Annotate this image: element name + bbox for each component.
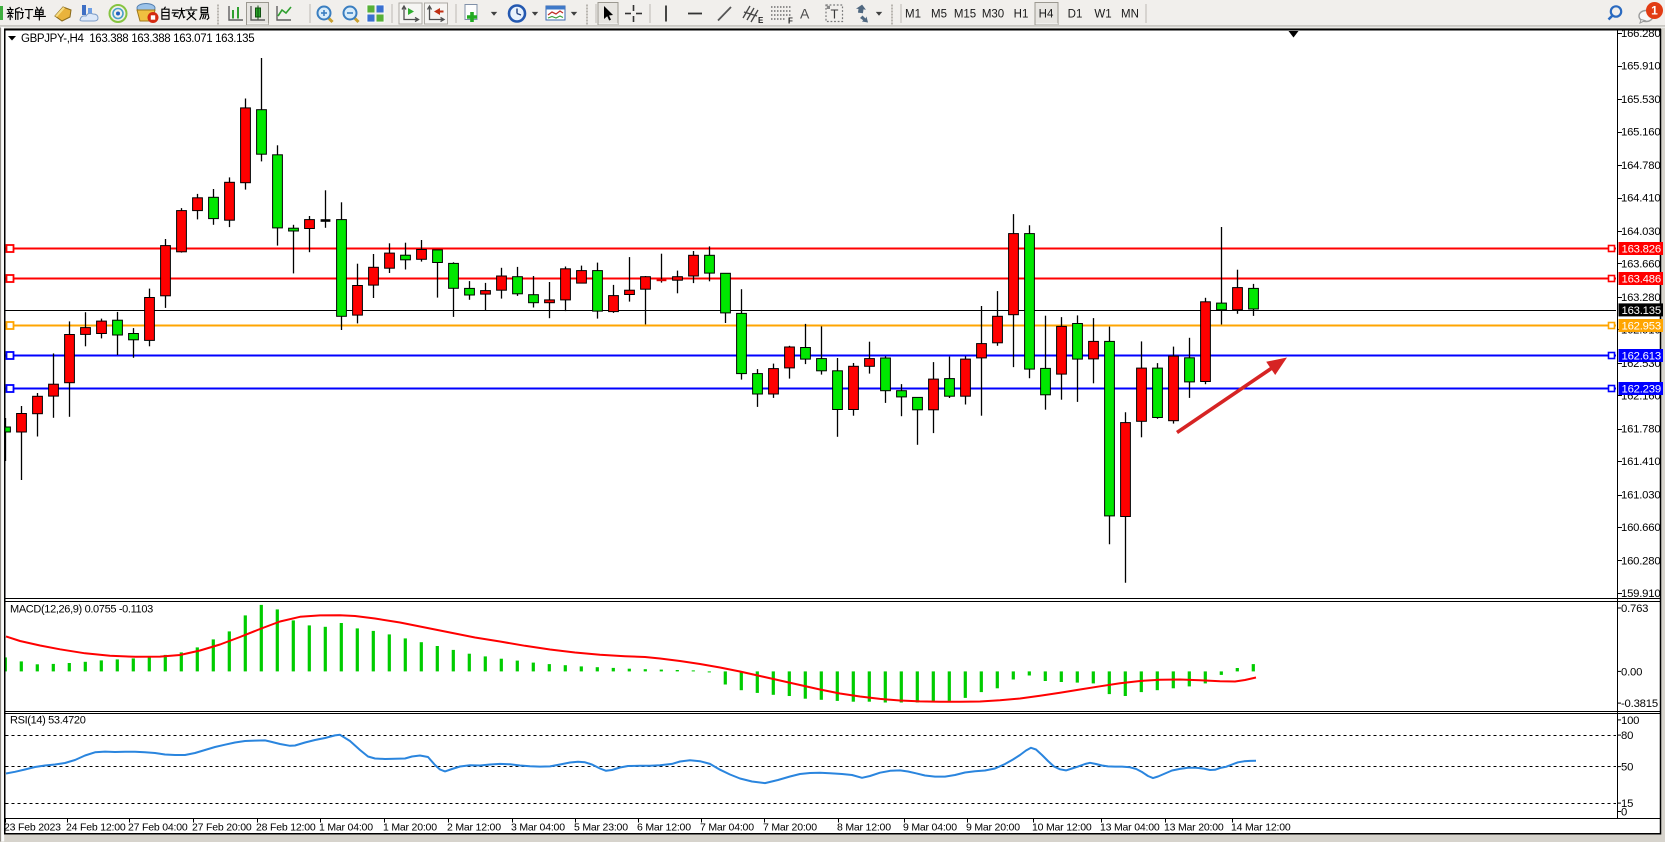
svg-text:28 Feb 12:00: 28 Feb 12:00 — [256, 822, 316, 834]
svg-text:M15: M15 — [954, 9, 976, 21]
svg-text:MN: MN — [1121, 9, 1139, 21]
svg-text:163.660: 163.660 — [1621, 258, 1660, 270]
svg-text:5 Mar 23:00: 5 Mar 23:00 — [574, 822, 628, 834]
svg-text:-0.3815: -0.3815 — [1621, 698, 1658, 710]
svg-text:7 Mar 04:00: 7 Mar 04:00 — [700, 822, 754, 834]
svg-text:27 Feb 20:00: 27 Feb 20:00 — [192, 822, 252, 834]
svg-text:7 Mar 20:00: 7 Mar 20:00 — [763, 822, 817, 834]
svg-text:E: E — [758, 16, 764, 25]
svg-text:163.826: 163.826 — [1622, 244, 1661, 256]
svg-text:M1: M1 — [905, 9, 921, 21]
svg-text:M5: M5 — [931, 9, 947, 21]
svg-text:164.030: 164.030 — [1621, 226, 1660, 238]
svg-text:160.660: 160.660 — [1621, 522, 1660, 534]
svg-text:15: 15 — [1621, 798, 1633, 810]
svg-text:161.030: 161.030 — [1621, 490, 1660, 502]
svg-text:161.780: 161.780 — [1621, 424, 1660, 436]
svg-text:1 Mar 20:00: 1 Mar 20:00 — [383, 822, 437, 834]
svg-text:160.280: 160.280 — [1621, 556, 1660, 568]
svg-text:27 Feb 04:00: 27 Feb 04:00 — [128, 822, 188, 834]
svg-text:163.486: 163.486 — [1622, 274, 1661, 286]
svg-text:H4: H4 — [1039, 9, 1054, 21]
svg-text:A: A — [800, 6, 810, 22]
svg-text:GBPJPY-,H4 163.388 163.388 16: GBPJPY-,H4 163.388 163.388 163.071 163.1… — [21, 33, 254, 45]
svg-text:T: T — [831, 7, 839, 22]
svg-text:166.280: 166.280 — [1621, 28, 1660, 40]
svg-text:80: 80 — [1621, 730, 1633, 742]
svg-text:F: F — [788, 17, 793, 26]
svg-text:H1: H1 — [1014, 9, 1029, 21]
svg-text:0: 0 — [1621, 807, 1627, 819]
svg-text:14 Mar 12:00: 14 Mar 12:00 — [1231, 822, 1291, 834]
svg-text:13 Mar 04:00: 13 Mar 04:00 — [1100, 822, 1160, 834]
svg-text:D1: D1 — [1068, 9, 1083, 21]
svg-text:163.135: 163.135 — [1622, 305, 1661, 317]
svg-text:100: 100 — [1621, 715, 1639, 727]
svg-text:50: 50 — [1621, 762, 1633, 774]
svg-text:23 Feb 2023: 23 Feb 2023 — [4, 822, 61, 834]
svg-text:13 Mar 20:00: 13 Mar 20:00 — [1164, 822, 1224, 834]
svg-text:6 Mar 12:00: 6 Mar 12:00 — [637, 822, 691, 834]
svg-text:1: 1 — [1651, 4, 1658, 18]
svg-text:MACD(12,26,9) 0.0755 -0.1103: MACD(12,26,9) 0.0755 -0.1103 — [10, 604, 153, 616]
svg-text:24 Feb 12:00: 24 Feb 12:00 — [66, 822, 126, 834]
svg-text:162.613: 162.613 — [1622, 351, 1661, 363]
svg-text:9 Mar 20:00: 9 Mar 20:00 — [966, 822, 1020, 834]
svg-text:2 Mar 12:00: 2 Mar 12:00 — [447, 822, 501, 834]
svg-text:164.780: 164.780 — [1621, 160, 1660, 172]
svg-text:162.953: 162.953 — [1622, 321, 1661, 333]
svg-text:10 Mar 12:00: 10 Mar 12:00 — [1032, 822, 1092, 834]
svg-text:165.530: 165.530 — [1621, 94, 1660, 106]
svg-text:165.910: 165.910 — [1621, 61, 1660, 73]
svg-text:165.160: 165.160 — [1621, 127, 1660, 139]
svg-text:0.763: 0.763 — [1621, 603, 1648, 615]
svg-text:1 Mar 04:00: 1 Mar 04:00 — [319, 822, 373, 834]
svg-text:9 Mar 04:00: 9 Mar 04:00 — [903, 822, 957, 834]
svg-text:RSI(14) 53.4720: RSI(14) 53.4720 — [10, 715, 86, 727]
svg-text:M30: M30 — [982, 9, 1004, 21]
svg-text:159.910: 159.910 — [1621, 588, 1660, 600]
svg-text:161.410: 161.410 — [1621, 456, 1660, 468]
svg-text:163.280: 163.280 — [1621, 292, 1660, 304]
svg-text:0.00: 0.00 — [1621, 666, 1642, 678]
svg-text:164.410: 164.410 — [1621, 193, 1660, 205]
svg-text:W1: W1 — [1094, 9, 1111, 21]
svg-text:3 Mar 04:00: 3 Mar 04:00 — [511, 822, 565, 834]
svg-text:8 Mar 12:00: 8 Mar 12:00 — [837, 822, 891, 834]
svg-text:162.239: 162.239 — [1622, 384, 1661, 396]
